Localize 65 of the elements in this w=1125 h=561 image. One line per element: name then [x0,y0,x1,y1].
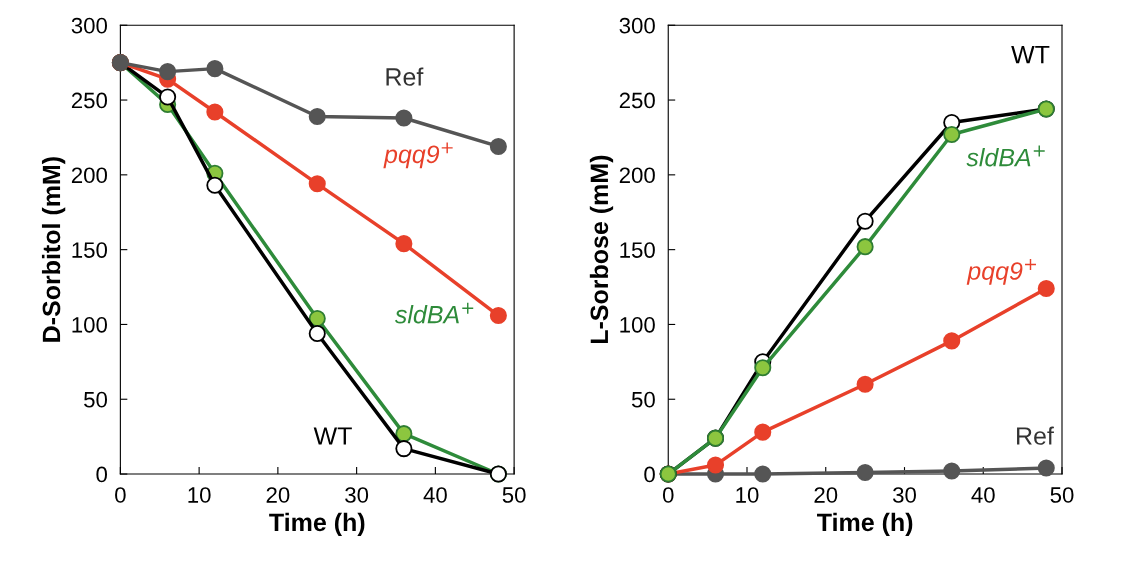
point [489,137,507,155]
series-label: Ref [386,67,424,86]
y-tick-label: 0 [96,466,108,483]
y-tick-label: 200 [619,167,655,184]
point [159,88,177,106]
point [1037,279,1055,298]
x-axis-title: Time (h) [269,512,365,537]
point [308,175,326,193]
y-tick-label: 100 [72,316,108,333]
x-tick-label: 20 [266,487,290,503]
y-tick-label: 250 [71,92,108,109]
x-axis-title: Time (h) [817,512,913,537]
x-tick-label: 10 [736,487,759,503]
point [395,109,413,127]
point [943,332,961,350]
point [489,306,507,325]
x-tick-label: 30 [345,487,369,503]
point [856,212,874,230]
point [754,423,772,441]
point [754,359,772,377]
y-tick-label: 200 [71,167,108,184]
y-tick-label: 300 [619,17,655,34]
x-tick-label: 40 [971,487,995,503]
x-tick-label: 20 [814,487,838,503]
y-tick-label: 50 [84,391,108,408]
series-label: Ref [1017,426,1054,445]
series-label: sldBA$^{+}$ [966,145,1045,167]
y-tick-label: 250 [619,92,655,109]
point [943,125,961,143]
point [706,456,725,474]
point [159,63,177,81]
x-tick-label: 40 [423,487,447,503]
point [856,464,874,482]
point [206,60,224,78]
point [206,176,224,194]
point [308,324,326,342]
x-tick-label: 0 [662,487,674,503]
series-label: WT [313,427,352,445]
y-axis-title: D-Sorbitol (mM) [41,157,66,342]
x-tick-label: 10 [188,487,211,503]
y-tick-label: 100 [620,316,655,333]
point [206,103,224,121]
series-label: pqq9$^{+}$ [966,259,1036,285]
x-tick-label: 50 [1050,487,1074,503]
x-tick-label: 50 [502,487,526,503]
y-axis-title: L-Sorbose (mM) [589,155,614,344]
text: pqq9$^{+}$ [383,142,453,169]
y-tick-label: 50 [631,391,655,408]
point [308,107,326,126]
x-tick-label: 0 [115,487,126,503]
point [395,440,413,458]
point [856,238,874,256]
point [1037,459,1055,477]
point [754,465,772,483]
x-tick-label: 30 [892,487,916,503]
y-tick-label: 300 [71,17,108,34]
series-label: WT [1011,45,1050,64]
y-tick-label: 150 [72,242,108,258]
point [395,425,413,443]
point [943,462,961,480]
y-tick-label: 150 [620,242,655,258]
text: sldBA$^{+}$ [394,302,474,324]
point [856,375,874,393]
y-tick-label: 0 [644,466,655,483]
point [395,235,413,253]
